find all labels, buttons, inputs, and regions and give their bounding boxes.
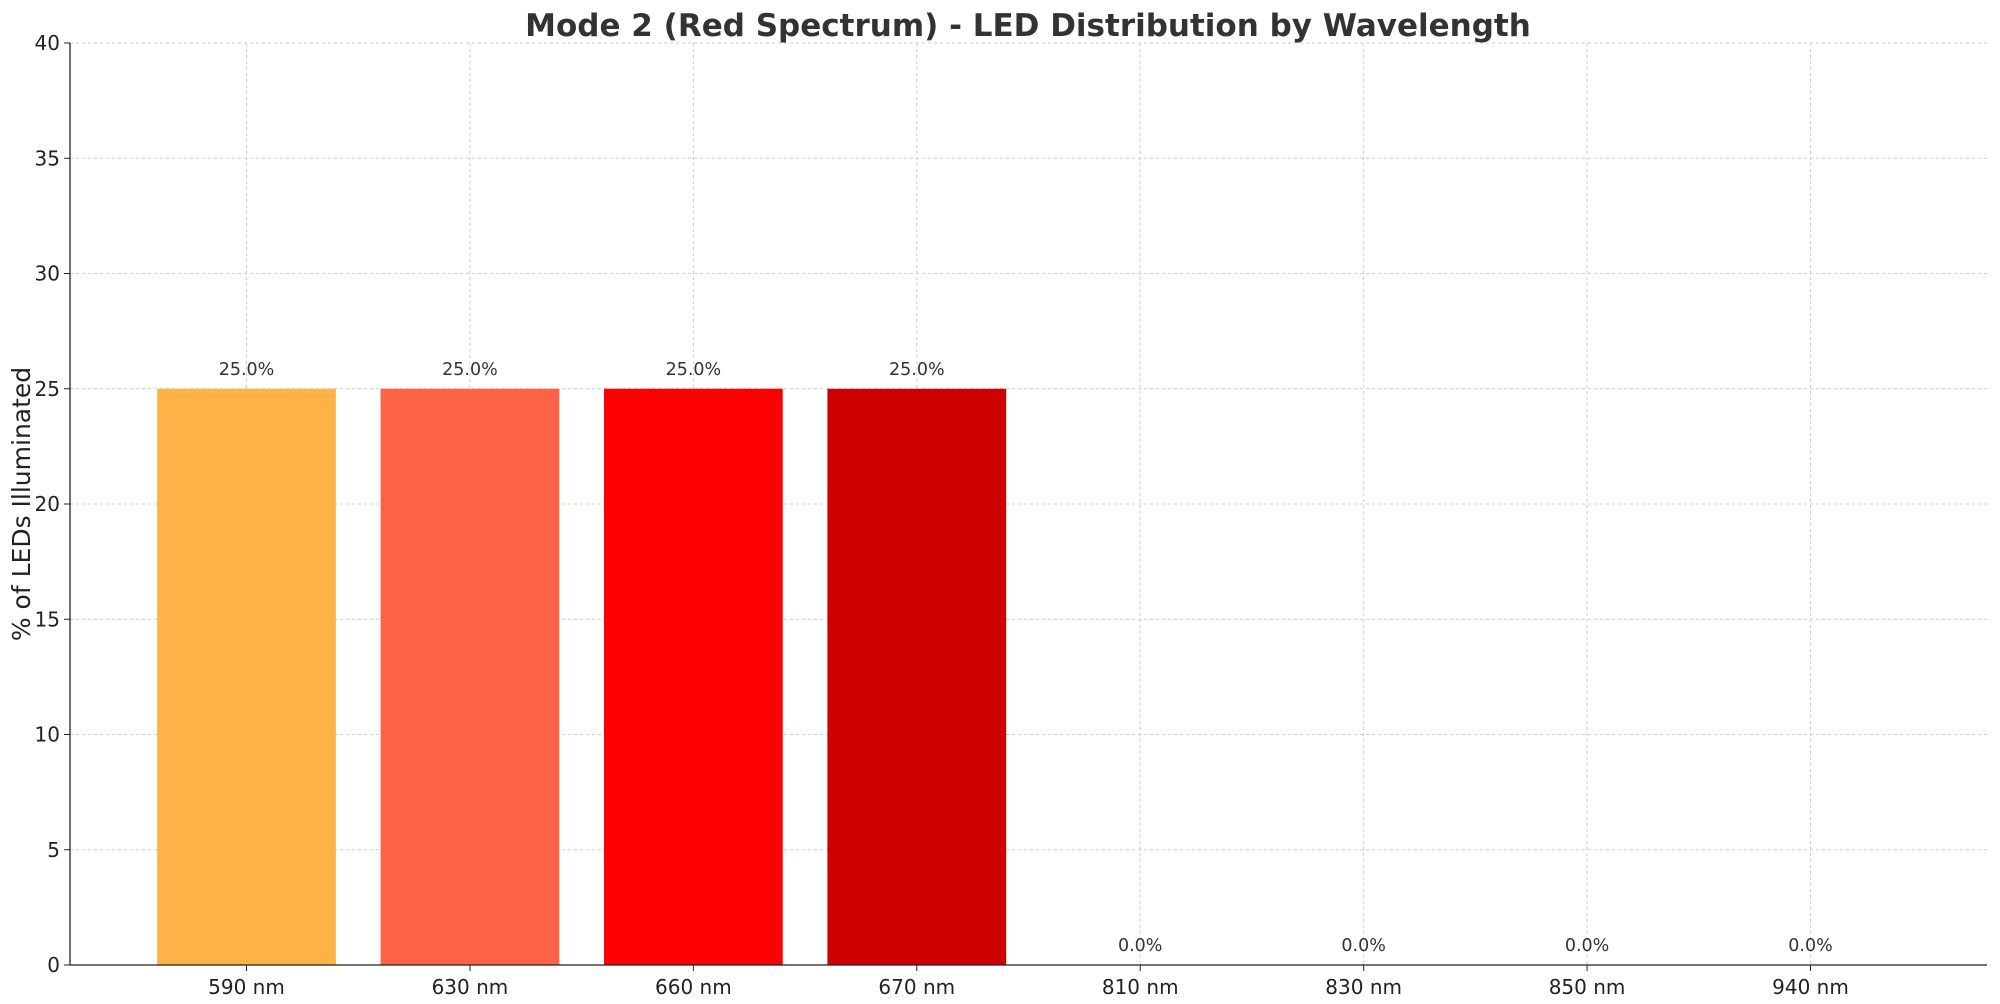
y-tick-label: 35 bbox=[35, 146, 60, 170]
bar-630-nm bbox=[380, 388, 560, 965]
y-tick-label: 40 bbox=[35, 31, 60, 55]
x-tick-label: 940 nm bbox=[1772, 975, 1849, 999]
data-label: 0.0% bbox=[1788, 936, 1832, 956]
bar-670-nm bbox=[827, 388, 1007, 965]
bar-590-nm bbox=[157, 388, 336, 965]
x-tick-label: 830 nm bbox=[1325, 975, 1402, 999]
x-tick-label: 590 nm bbox=[208, 975, 285, 999]
x-tick-label: 810 nm bbox=[1102, 975, 1179, 999]
data-labels: 25.0% 25.0% 25.0% 25.0% 0.0% 0.0% 0.0% 0.0% bbox=[219, 360, 1833, 956]
y-tick-label: 15 bbox=[35, 607, 60, 631]
chart-title: Mode 2 (Red Spectrum) - LED Distribution… bbox=[525, 8, 1531, 44]
data-label: 25.0% bbox=[666, 360, 722, 380]
data-label: 25.0% bbox=[889, 360, 945, 380]
data-label: 25.0% bbox=[442, 360, 498, 380]
y-tick-label: 25 bbox=[35, 377, 60, 401]
y-tick-label: 0 bbox=[47, 953, 60, 977]
bars bbox=[157, 388, 1007, 965]
x-tick-label: 850 nm bbox=[1549, 975, 1626, 999]
x-tick-label: 670 nm bbox=[878, 975, 955, 999]
axes: 0 5 10 15 20 25 30 35 40 590 nm 630 nm 660 nm 670 nm… bbox=[35, 31, 1987, 999]
data-label: 0.0% bbox=[1565, 936, 1609, 956]
y-tick-label: 10 bbox=[35, 723, 60, 747]
data-label: 0.0% bbox=[1341, 936, 1385, 956]
y-tick-label: 20 bbox=[35, 492, 60, 516]
y-tick-label: 30 bbox=[35, 262, 60, 286]
data-label: 25.0% bbox=[219, 360, 275, 380]
data-label: 0.0% bbox=[1118, 936, 1162, 956]
grid-lines bbox=[70, 42, 1987, 966]
bar-660-nm bbox=[603, 388, 783, 965]
y-axis-label: % of LEDs Illuminated bbox=[7, 367, 36, 641]
x-tick-label: 660 nm bbox=[655, 975, 732, 999]
x-tick-label: 630 nm bbox=[432, 975, 509, 999]
y-tick-label: 5 bbox=[47, 838, 60, 862]
